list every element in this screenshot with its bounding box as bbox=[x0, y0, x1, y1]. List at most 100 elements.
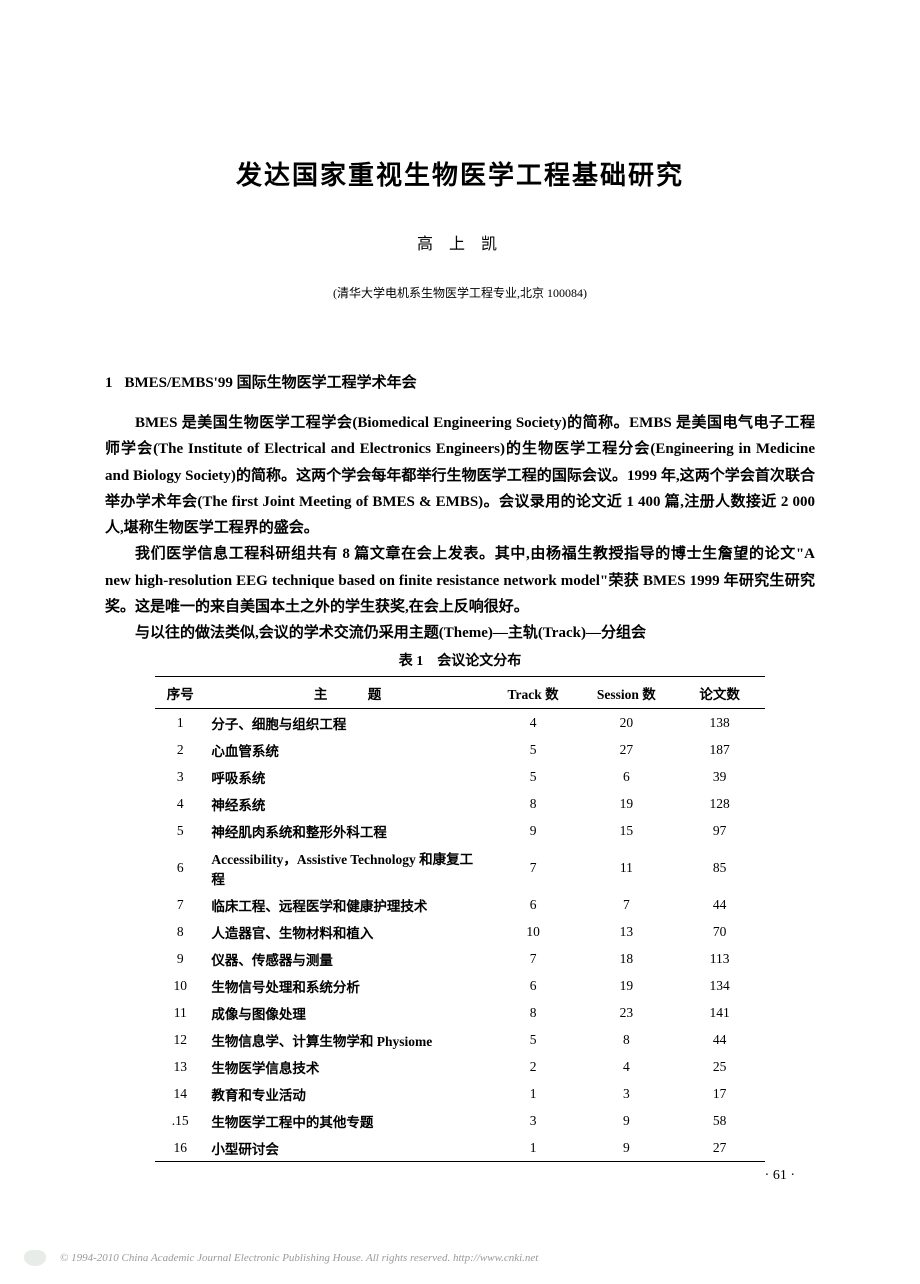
cell-session: 11 bbox=[578, 844, 674, 891]
cell-topic: 教育和专业活动 bbox=[205, 1080, 487, 1107]
cell-topic: 成像与图像处理 bbox=[205, 999, 487, 1026]
cell-topic: 呼吸系统 bbox=[205, 763, 487, 790]
section-title: BMES/EMBS'99 国际生物医学工程学术年会 bbox=[125, 375, 417, 391]
cell-seq: 16 bbox=[155, 1134, 205, 1162]
table-row: 8人造器官、生物材料和植入101370 bbox=[155, 918, 765, 945]
cell-seq: 8 bbox=[155, 918, 205, 945]
cell-papers: 138 bbox=[674, 709, 765, 737]
cell-seq: 9 bbox=[155, 945, 205, 972]
cell-topic: 生物信号处理和系统分析 bbox=[205, 972, 487, 999]
th-topic: 主 题 bbox=[205, 677, 487, 709]
cell-papers: 128 bbox=[674, 790, 765, 817]
cell-session: 19 bbox=[578, 790, 674, 817]
cell-session: 6 bbox=[578, 763, 674, 790]
table-row: 10生物信号处理和系统分析619134 bbox=[155, 972, 765, 999]
cell-track: 9 bbox=[488, 817, 579, 844]
table-row: 6Accessibility，Assistive Technology 和康复工… bbox=[155, 844, 765, 891]
cell-session: 9 bbox=[578, 1107, 674, 1134]
paragraph-3: 与以往的做法类似,会议的学术交流仍采用主题(Theme)—主轨(Track)—分… bbox=[105, 620, 815, 646]
cell-track: 5 bbox=[488, 763, 579, 790]
cell-topic: 心血管系统 bbox=[205, 736, 487, 763]
cell-track: 8 bbox=[488, 790, 579, 817]
cell-topic: 生物医学工程中的其他专题 bbox=[205, 1107, 487, 1134]
cell-seq: 12 bbox=[155, 1026, 205, 1053]
cell-session: 13 bbox=[578, 918, 674, 945]
cell-papers: 27 bbox=[674, 1134, 765, 1162]
table-row: .15生物医学工程中的其他专题3958 bbox=[155, 1107, 765, 1134]
papers-distribution-table: 序号 主 题 Track 数 Session 数 论文数 1分子、细胞与组织工程… bbox=[155, 676, 765, 1162]
cell-session: 23 bbox=[578, 999, 674, 1026]
cell-topic: 神经系统 bbox=[205, 790, 487, 817]
cell-session: 19 bbox=[578, 972, 674, 999]
paragraph-2: 我们医学信息工程科研组共有 8 篇文章在会上发表。其中,由杨福生教授指导的博士生… bbox=[105, 541, 815, 620]
cell-session: 4 bbox=[578, 1053, 674, 1080]
cell-session: 20 bbox=[578, 709, 674, 737]
table-row: 4神经系统819128 bbox=[155, 790, 765, 817]
author-affiliation: (清华大学电机系生物医学工程专业,北京 100084) bbox=[105, 284, 815, 301]
cell-seq: 7 bbox=[155, 891, 205, 918]
cell-session: 9 bbox=[578, 1134, 674, 1162]
cell-topic: 分子、细胞与组织工程 bbox=[205, 709, 487, 737]
cell-topic: 临床工程、远程医学和健康护理技术 bbox=[205, 891, 487, 918]
table-body: 1分子、细胞与组织工程4201382心血管系统5271873呼吸系统56394神… bbox=[155, 709, 765, 1162]
table-row: 2心血管系统527187 bbox=[155, 736, 765, 763]
cell-papers: 134 bbox=[674, 972, 765, 999]
cell-topic: 小型研讨会 bbox=[205, 1134, 487, 1162]
cell-papers: 85 bbox=[674, 844, 765, 891]
cell-session: 15 bbox=[578, 817, 674, 844]
cell-topic: 仪器、传感器与测量 bbox=[205, 945, 487, 972]
cell-seq: 5 bbox=[155, 817, 205, 844]
table-row: 5神经肌肉系统和整形外科工程91597 bbox=[155, 817, 765, 844]
cell-papers: 39 bbox=[674, 763, 765, 790]
cell-seq: 4 bbox=[155, 790, 205, 817]
article-title: 发达国家重视生物医学工程基础研究 bbox=[105, 155, 815, 192]
table-row: 11成像与图像处理823141 bbox=[155, 999, 765, 1026]
cell-session: 18 bbox=[578, 945, 674, 972]
table-row: 12生物信息学、计算生物学和 Physiome5844 bbox=[155, 1026, 765, 1053]
cell-topic: 神经肌肉系统和整形外科工程 bbox=[205, 817, 487, 844]
table-row: 9仪器、传感器与测量718113 bbox=[155, 945, 765, 972]
cell-track: 5 bbox=[488, 736, 579, 763]
cell-seq: 2 bbox=[155, 736, 205, 763]
cell-seq: 11 bbox=[155, 999, 205, 1026]
cell-track: 6 bbox=[488, 972, 579, 999]
cell-papers: 70 bbox=[674, 918, 765, 945]
cell-papers: 44 bbox=[674, 1026, 765, 1053]
cell-track: 1 bbox=[488, 1134, 579, 1162]
cell-papers: 141 bbox=[674, 999, 765, 1026]
cell-topic: 人造器官、生物材料和植入 bbox=[205, 918, 487, 945]
cell-track: 3 bbox=[488, 1107, 579, 1134]
table-header-row: 序号 主 题 Track 数 Session 数 论文数 bbox=[155, 677, 765, 709]
cell-papers: 113 bbox=[674, 945, 765, 972]
cell-session: 7 bbox=[578, 891, 674, 918]
section-number: 1 bbox=[105, 375, 113, 391]
paragraph-1: BMES 是美国生物医学工程学会(Biomedical Engineering … bbox=[105, 410, 815, 541]
th-session: Session 数 bbox=[578, 677, 674, 709]
table-row: 1分子、细胞与组织工程420138 bbox=[155, 709, 765, 737]
cell-papers: 44 bbox=[674, 891, 765, 918]
body-text: BMES 是美国生物医学工程学会(Biomedical Engineering … bbox=[105, 410, 815, 646]
cell-topic: 生物信息学、计算生物学和 Physiome bbox=[205, 1026, 487, 1053]
cell-seq: 6 bbox=[155, 844, 205, 891]
cell-seq: 1 bbox=[155, 709, 205, 737]
cell-track: 5 bbox=[488, 1026, 579, 1053]
cell-session: 27 bbox=[578, 736, 674, 763]
cell-session: 8 bbox=[578, 1026, 674, 1053]
table-row: 13生物医学信息技术2425 bbox=[155, 1053, 765, 1080]
cell-track: 2 bbox=[488, 1053, 579, 1080]
th-seq: 序号 bbox=[155, 677, 205, 709]
cell-topic: Accessibility，Assistive Technology 和康复工程 bbox=[205, 844, 487, 891]
cell-seq: 14 bbox=[155, 1080, 205, 1107]
cell-topic: 生物医学信息技术 bbox=[205, 1053, 487, 1080]
cell-papers: 97 bbox=[674, 817, 765, 844]
table-caption: 表 1 会议论文分布 bbox=[105, 650, 815, 670]
table-row: 3呼吸系统5639 bbox=[155, 763, 765, 790]
th-papers: 论文数 bbox=[674, 677, 765, 709]
cell-track: 7 bbox=[488, 844, 579, 891]
th-track: Track 数 bbox=[488, 677, 579, 709]
cell-papers: 58 bbox=[674, 1107, 765, 1134]
cell-track: 7 bbox=[488, 945, 579, 972]
cell-seq: .15 bbox=[155, 1107, 205, 1134]
cell-session: 3 bbox=[578, 1080, 674, 1107]
author-name: 高 上 凯 bbox=[105, 230, 815, 254]
